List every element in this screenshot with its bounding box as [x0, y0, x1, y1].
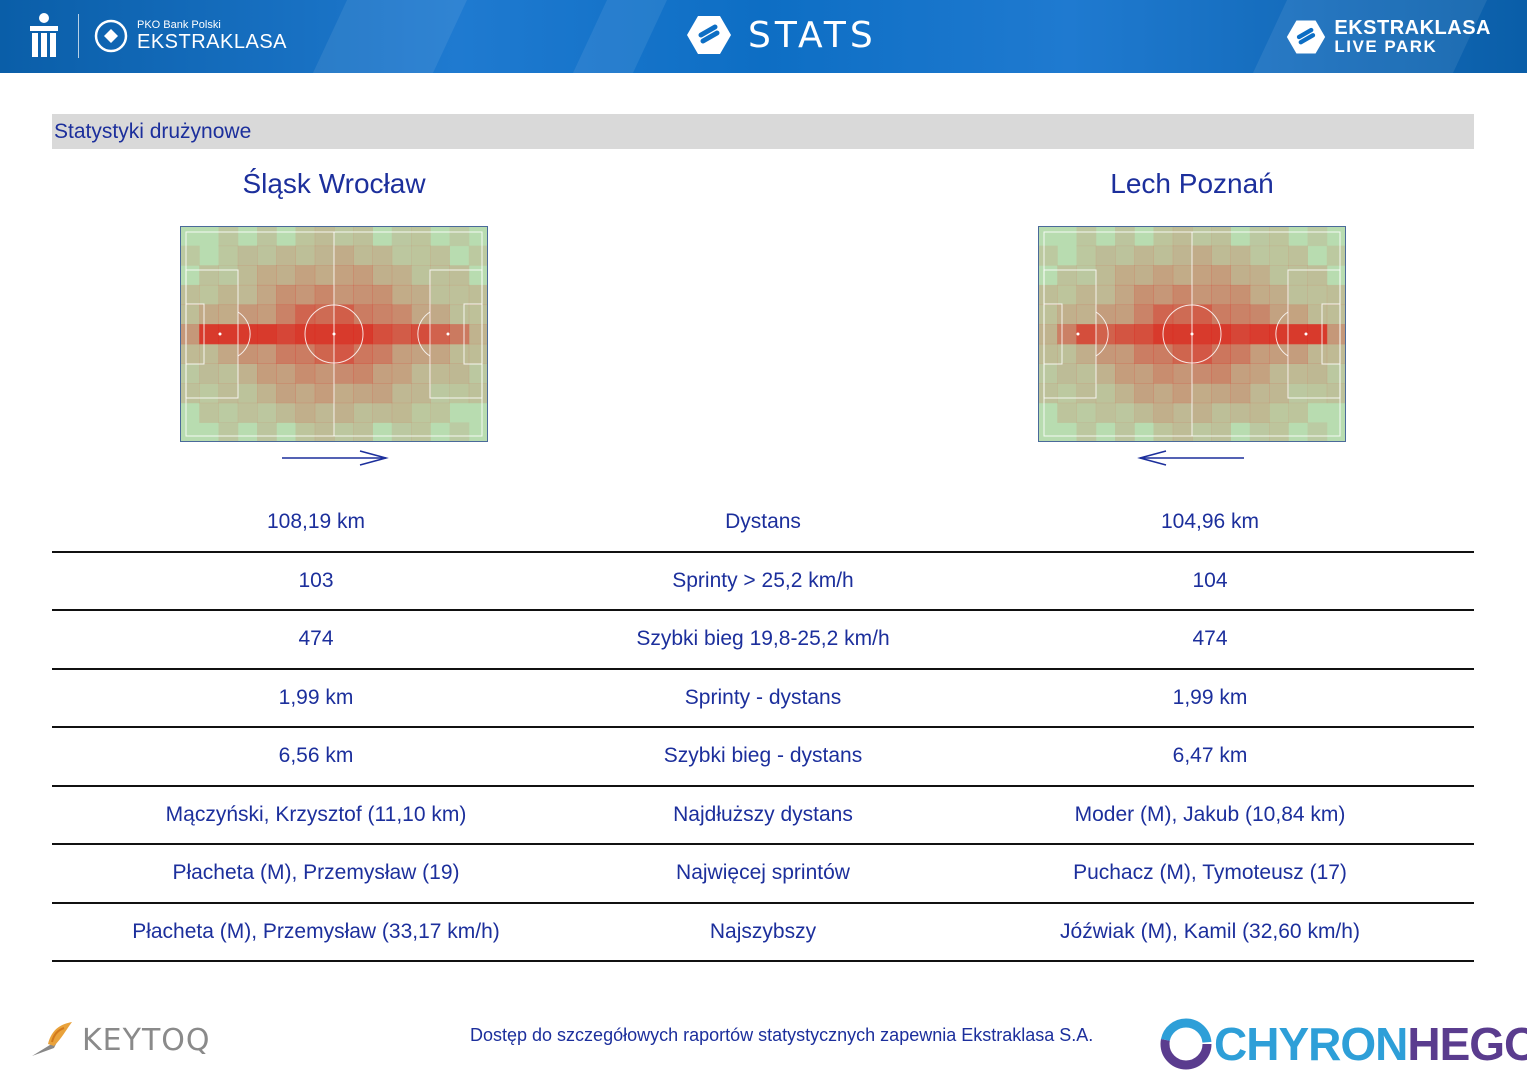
hego-word: HEGO — [1407, 1018, 1527, 1070]
league-name: EKSTRAKLASA — [137, 31, 288, 53]
home-team-name: Śląsk Wrocław — [242, 168, 426, 199]
away-value: Moder (M), Jakub (10,84 km) — [1074, 802, 1346, 826]
away-value: 6,47 km — [1172, 744, 1248, 768]
stat-label: Najszybszy — [709, 919, 817, 943]
stat-label: Sprinty - dystans — [684, 685, 842, 709]
table-row: 108,19 km Dystans 104,96 km — [52, 494, 1474, 553]
chyron-word: CHYRON — [1214, 1018, 1408, 1070]
away-team-name: Lech Poznań — [1110, 168, 1274, 199]
stats-title: STATS — [686, 14, 877, 56]
table-row: Mączyński, Krzysztof (11,10 km) Najdłużs… — [52, 787, 1474, 845]
ekstraklasa-icon — [94, 19, 128, 53]
away-value: Puchacz (M), Tymoteusz (17) — [1073, 861, 1347, 885]
sponsor-name: PKO Bank Polski — [137, 19, 221, 31]
home-heatmap — [180, 226, 488, 442]
header-bar: PKO Bank Polski EKSTRAKLASA STATS EKSTRA… — [0, 0, 1527, 73]
away-value: Jóźwiak (M), Kamil (32,60 km/h) — [1060, 919, 1360, 943]
stat-label: Najdłuższy dystans — [673, 802, 853, 826]
stat-label: Sprinty > 25,2 km/h — [672, 568, 854, 592]
home-value: Płacheta (M), Przemysław (33,17 km/h) — [132, 919, 500, 943]
away-value: 104,96 km — [1160, 510, 1260, 534]
keytoq-icon — [32, 1022, 72, 1056]
stats-table: 108,19 km Dystans 104,96 km 103 Sprinty … — [52, 494, 1474, 962]
page-heading: STATS — [748, 14, 877, 56]
away-value: 104 — [1192, 568, 1228, 592]
away-direction-arrow — [1137, 450, 1244, 466]
table-row: 6,56 km Szybki bieg - dystans 6,47 km — [52, 728, 1474, 787]
chyronhego-icon — [1160, 1018, 1212, 1070]
section-title: Statystyki drużynowe — [54, 120, 252, 143]
footer-note: Dostęp do szczegółowych raportów statyst… — [470, 1025, 1094, 1045]
live-park-icon — [1287, 20, 1326, 54]
away-value: 474 — [1192, 627, 1228, 651]
home-direction-arrow — [282, 450, 389, 466]
pko-icon — [24, 10, 64, 62]
home-value: 108,19 km — [266, 510, 366, 534]
table-row: 1,99 km Sprinty - dystans 1,99 km — [52, 670, 1474, 728]
stat-label: Najwięcej sprintów — [676, 861, 850, 885]
home-value: Mączyński, Krzysztof (11,10 km) — [165, 802, 467, 826]
chyronhego-logo: CHYRON HEGO — [1158, 1016, 1527, 1072]
stat-label: Szybki bieg - dystans — [663, 744, 863, 768]
table-row: Płacheta (M), Przemysław (19) Najwięcej … — [52, 845, 1474, 904]
section-header: Statystyki drużynowe — [52, 114, 1474, 149]
keytoq-wordmark: KEYTOQ — [82, 1022, 211, 1058]
keytoq-logo: KEYTOQ — [28, 1018, 211, 1062]
home-value: Płacheta (M), Przemysław (19) — [172, 861, 460, 885]
home-value: 103 — [298, 568, 334, 592]
home-value: 1,99 km — [278, 685, 354, 709]
stat-label: Dystans — [725, 510, 801, 534]
table-row: 474 Szybki bieg 19,8-25,2 km/h 474 — [52, 611, 1474, 670]
away-heatmap — [1038, 226, 1346, 442]
table-row: Płacheta (M), Przemysław (33,17 km/h) Na… — [52, 904, 1474, 962]
table-row: 103 Sprinty > 25,2 km/h 104 — [52, 553, 1474, 611]
stats-logo-icon — [687, 16, 731, 54]
live-park-logo: EKSTRAKLASA LIVE PARK — [1286, 17, 1491, 57]
stat-label: Szybki bieg 19,8-25,2 km/h — [636, 627, 890, 651]
home-value: 6,56 km — [278, 744, 354, 768]
sponsor-logo: PKO Bank Polski EKSTRAKLASA — [24, 10, 287, 62]
away-value: 1,99 km — [1172, 685, 1248, 709]
home-value: 474 — [298, 627, 334, 651]
